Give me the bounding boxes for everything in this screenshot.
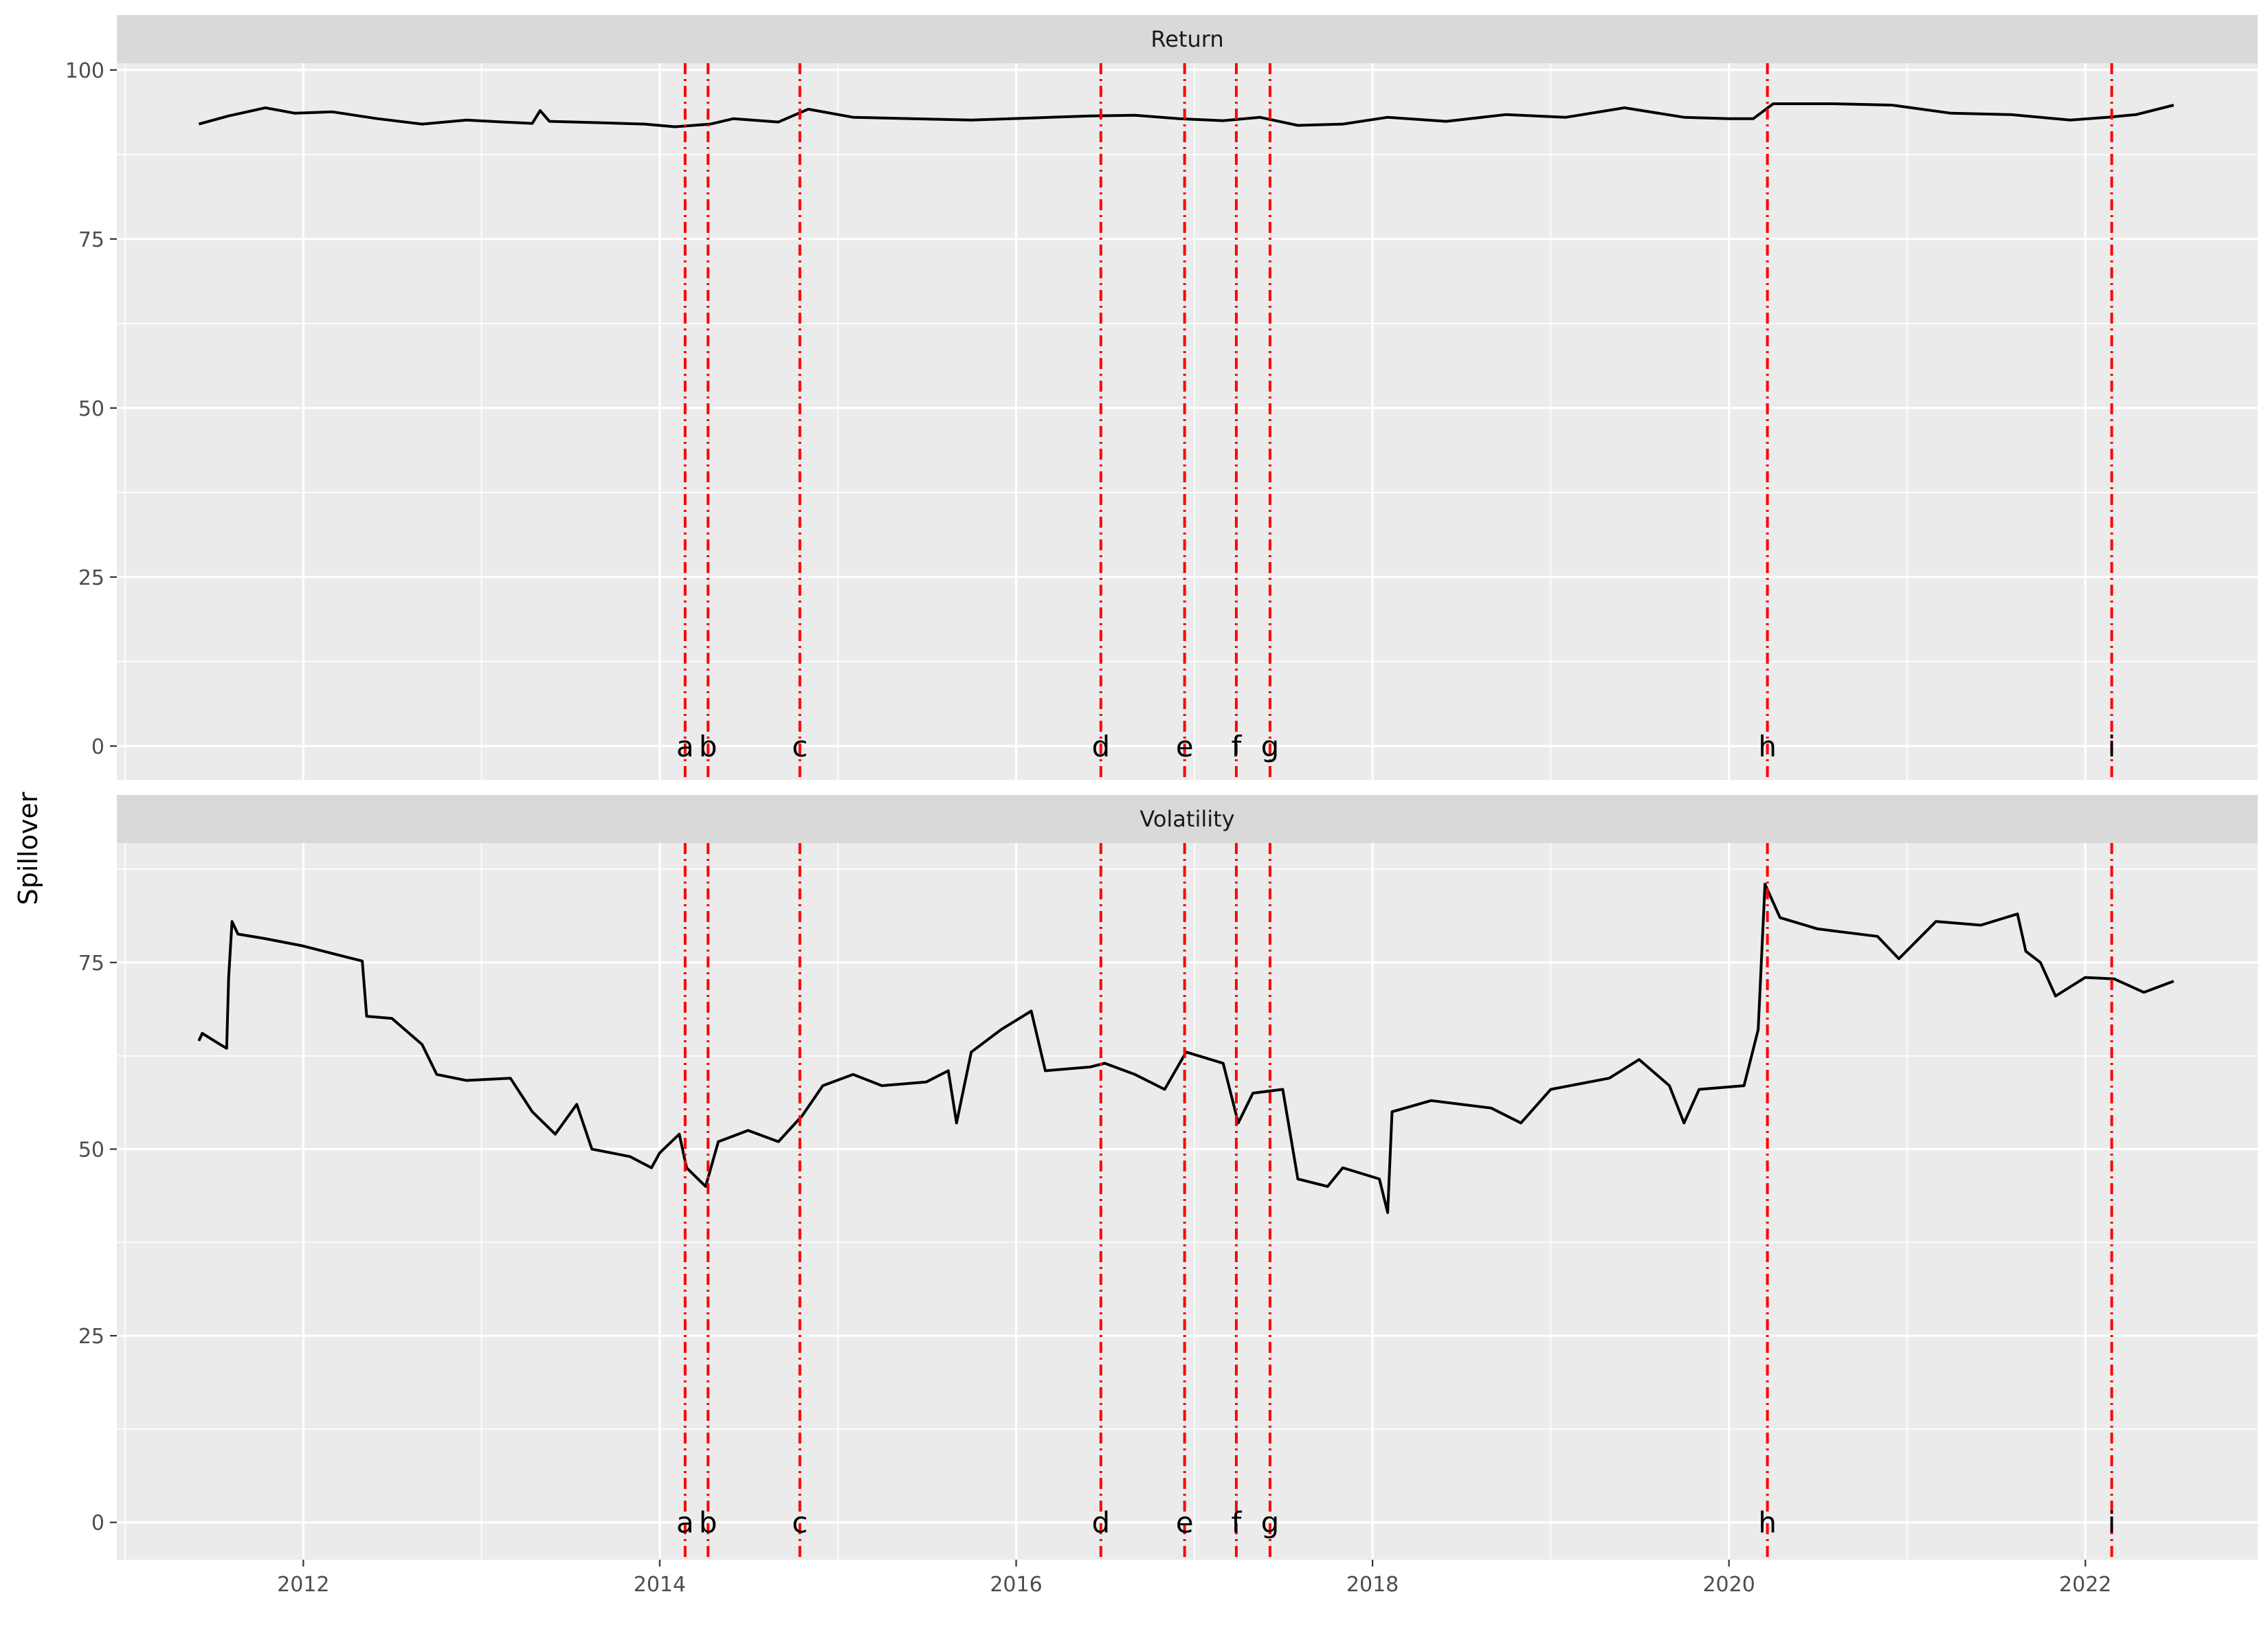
event-label-b: b [699,730,718,763]
event-label-f: f [1231,1506,1242,1540]
panel-background [117,63,2258,780]
event-label-i: i [2108,1506,2116,1540]
x-tick-label: 2022 [2059,1573,2111,1597]
y-tick-label: 75 [78,952,104,976]
event-label-a: a [676,730,694,763]
y-tick-label: 50 [78,397,104,421]
event-label-d: d [1091,1506,1110,1540]
event-label-i: i [2108,730,2116,763]
y-tick-label: 50 [78,1138,104,1162]
panel-background [117,843,2258,1560]
y-tick-label: 0 [91,735,104,759]
event-label-d: d [1091,730,1110,763]
x-tick-label: 2014 [634,1573,686,1597]
x-axis: 2012 2014 2016 2018 2020 2022 [277,1560,2111,1597]
series-line-return [198,102,2175,128]
x-tick-label: 2012 [277,1573,329,1597]
event-label-g: g [1261,730,1280,763]
event-label-e: e [1176,1506,1194,1540]
panel-strip [117,795,2258,843]
event-label-b: b [699,1506,718,1540]
event-label-a: a [676,1506,694,1540]
panel-strip-label: Return [1150,26,1223,52]
x-tick-label: 2020 [1702,1573,1755,1597]
y-tick-label: 100 [65,59,104,83]
x-tick-label: 2016 [990,1573,1042,1597]
event-label-e: e [1176,730,1194,763]
y-tick-label: 25 [78,1325,104,1349]
event-label-f: f [1231,730,1242,763]
y-tick-label: 25 [78,566,104,590]
event-label-h: h [1758,1506,1777,1540]
event-label-c: c [792,730,808,763]
x-tick-label: 2018 [1346,1573,1399,1597]
y-tick-label: 75 [78,228,104,252]
y-axis-title: Spillover [13,792,43,905]
event-label-c: c [792,1506,808,1540]
panel-volatility: Volatility 0 25 50 75 a b c d e f g h i [78,795,2258,1560]
y-tick-label: 0 [91,1512,104,1536]
series-line-volatility [197,882,2175,1214]
panel-strip-label: Volatility [1139,806,1234,832]
event-label-h: h [1758,730,1777,763]
panel-return: Return 0 25 50 75 100 a b c d e f g h i [65,15,2258,780]
panel-strip [117,15,2258,63]
event-label-g: g [1261,1506,1280,1540]
